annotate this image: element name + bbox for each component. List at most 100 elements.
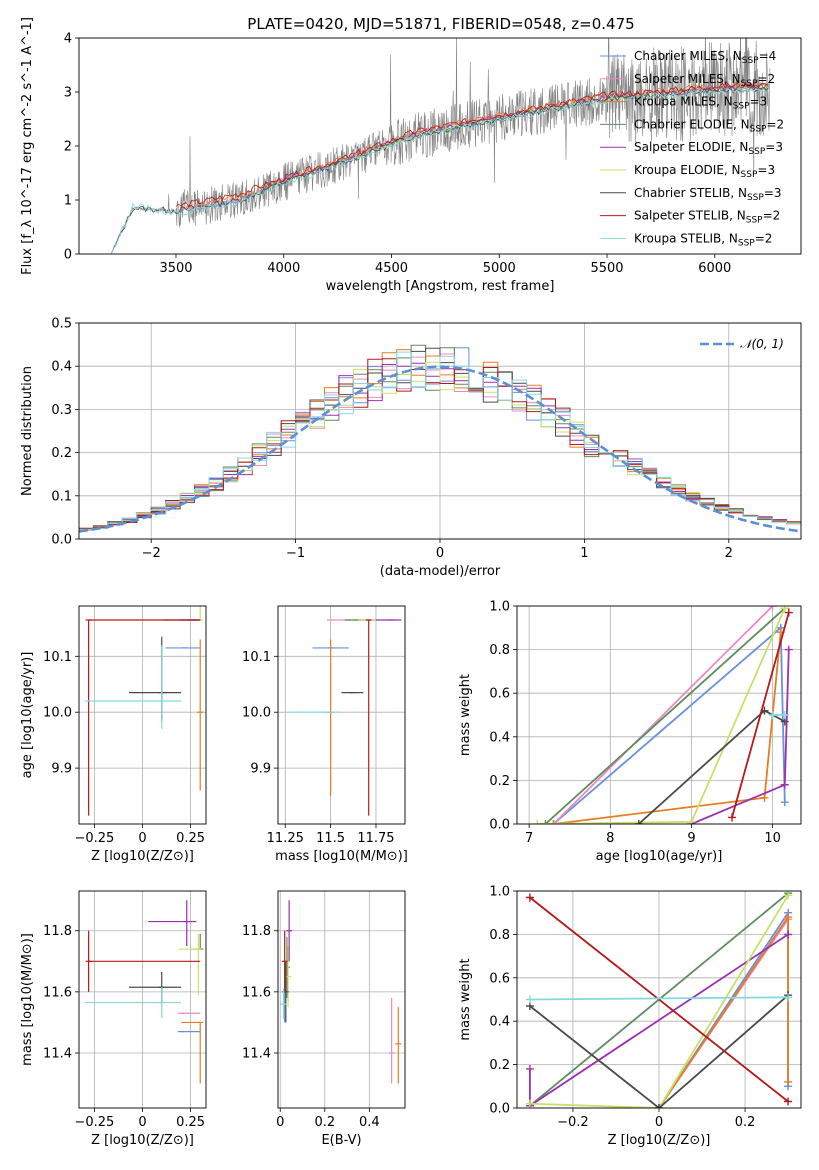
- tick-label-y: 0.4: [489, 1015, 510, 1030]
- legend-subscript: SSP: [738, 238, 755, 248]
- plot-area-age_vs_mass: [288, 619, 402, 816]
- tick-label-x: 3500: [159, 261, 192, 276]
- legend-value: =2: [766, 117, 784, 131]
- x-axis-label: Z [log10(Z/Z⊙)]: [91, 849, 194, 864]
- weight-marker: [525, 1099, 534, 1108]
- weight-marker: [525, 893, 534, 902]
- tick-label-y: 11.6: [242, 985, 271, 1000]
- tick-label-y: 10.1: [242, 650, 271, 665]
- plot-area-spectrum: [110, 38, 771, 254]
- axes-spectrum: 3500 4000 4500 5000 5500 6000 0 1 2 3 4 wavelength …: [20, 17, 802, 294]
- legend-subscript: SSP: [741, 79, 758, 89]
- legend-value: =3: [750, 95, 768, 109]
- plot-area-massweight_vs_Z: [525, 891, 793, 1108]
- tick-label-x: 5500: [590, 261, 623, 276]
- tick-label-y: 2: [64, 140, 72, 155]
- residual-histogram-7: [79, 347, 801, 531]
- tick-label-x: −2: [142, 546, 161, 561]
- y-axis-label: mass weight: [458, 958, 473, 1040]
- weight-series-8: [731, 612, 790, 818]
- tick-label-y: 0.4: [489, 730, 510, 745]
- weight-marker: [784, 645, 793, 654]
- legend-entry: Chabrier STELIB, NSSP=3: [634, 186, 782, 203]
- tick-label-y: 0.5: [51, 317, 72, 332]
- tick-label-y: 1.0: [489, 885, 510, 900]
- weight-marker: [533, 820, 542, 824]
- axes-massweight_vs_age: 7 8 9 10 0.0 0.2 0.4 0.6 0.8 1.0 age [log10(age/yr…: [458, 600, 802, 864]
- tick-label-y: 0.1: [51, 489, 72, 504]
- axes-mass_vs_Z: −0.25 0 0.25 11.4 11.6 11.8 Z [log10(Z/Z⊙)] mas…: [20, 890, 207, 1148]
- tick-label-x: −0.25: [74, 1115, 114, 1130]
- tick-label-y: 0.2: [489, 774, 510, 789]
- observed-spectrum: [111, 38, 771, 253]
- weight-series-4: [544, 607, 786, 824]
- tick-label-y: 10.0: [242, 706, 271, 721]
- residual-histogram-6: [79, 361, 801, 529]
- y-axis-label: Normed distribution: [20, 366, 35, 496]
- plot-area-residuals: [79, 344, 801, 533]
- weight-marker: [655, 1104, 663, 1108]
- tick-label-y: 0.8: [489, 643, 510, 658]
- tick-label-y: 11.4: [43, 1046, 72, 1061]
- legend-value: =3: [765, 140, 783, 154]
- weight-marker: [549, 820, 558, 824]
- tick-label-y: 10.1: [43, 650, 72, 665]
- axes-frame: [516, 890, 802, 1109]
- legend-value: =3: [757, 163, 775, 177]
- x-axis-label: wavelength [Angstrom, rest frame]: [326, 279, 555, 294]
- axes-frame: [277, 605, 406, 825]
- tick-label-x: 6000: [698, 261, 731, 276]
- axes-mass_vs_EBV: 0 0.2 0.4 11.4 11.6 11.8 E(B-V): [242, 890, 406, 1148]
- tick-label-x: 0: [655, 1115, 663, 1130]
- tick-label-y: 0.8: [489, 928, 510, 943]
- tick-label-x: 2: [725, 546, 733, 561]
- tick-label-x: 7: [525, 831, 533, 846]
- x-axis-label: Z [log10(Z/Z⊙)]: [91, 1133, 194, 1148]
- weight-marker: [784, 1077, 793, 1086]
- model-series-9: [110, 87, 770, 254]
- y-axis-label: mass weight: [458, 674, 473, 756]
- legend-entry: Salpeter ELODIE, NSSP=3: [634, 140, 783, 157]
- axes-residuals: −2 −1 0 1 2 0.0 0.1 0.2 0.3 0.4 0.5 (data-model)/er…: [20, 317, 802, 579]
- tick-label-x: 9: [687, 831, 695, 846]
- tick-label-x: −1: [286, 546, 305, 561]
- tick-label-y: 1.0: [489, 600, 510, 615]
- tick-label-y: 11.6: [43, 985, 72, 1000]
- axes-frame: [516, 605, 802, 825]
- model-series-7: [110, 86, 769, 254]
- weight-series-6: [529, 894, 789, 1108]
- weight-marker: [768, 606, 777, 610]
- model-series-8: [175, 81, 769, 208]
- weight-marker: [784, 913, 793, 922]
- legend-entry: Chabrier ELODIE, NSSP=2: [634, 117, 784, 134]
- plot-area-mass_vs_EBV: [280, 900, 402, 1084]
- tick-label-y: 1: [64, 194, 72, 209]
- tick-label-x: 0: [138, 1115, 146, 1130]
- tick-label-y: 9.9: [51, 762, 72, 777]
- legend-entry: Chabrier MILES, NSSP=4: [634, 49, 776, 66]
- weight-series-8: [529, 896, 789, 1103]
- tick-label-x: −0.25: [74, 831, 114, 846]
- legend-value: =2: [763, 209, 781, 223]
- legend-value: =2: [755, 231, 773, 245]
- y-axis-label: age [log10(age/yr)]: [20, 652, 35, 779]
- tick-label-x: 0.4: [359, 1115, 380, 1130]
- tick-label-x: −0.2: [557, 1115, 589, 1130]
- tick-label-x: 0.25: [176, 1115, 205, 1130]
- tick-label-y: 10.0: [43, 706, 72, 721]
- plot-area-massweight_vs_age: [533, 606, 793, 824]
- axes-age_vs_Z: −0.25 0 0.25 9.9 10.0 10.1 Z [log10(Z/Z⊙)] age …: [20, 605, 207, 864]
- weight-marker: [525, 995, 534, 1004]
- legend-entry: Kroupa ELODIE, NSSP=3: [634, 163, 775, 180]
- legend-entry: Salpeter MILES, NSSP=2: [634, 72, 775, 89]
- tick-label-y: 11.8: [242, 924, 271, 939]
- x-axis-label: (data-model)/error: [380, 564, 501, 579]
- tick-label-x: 4500: [375, 261, 408, 276]
- weight-marker: [760, 793, 769, 802]
- y-axis-label: mass [log10(M/M⊙)]: [20, 933, 35, 1066]
- tick-label-y: 0.2: [489, 1058, 510, 1073]
- plot-layer: 3500 4000 4500 5000 5500 6000 0 1 2 3 4 wavelength …: [20, 17, 802, 1148]
- weight-marker: [634, 820, 643, 824]
- legend-subscript: SSP: [742, 56, 759, 66]
- axes-frame: [78, 890, 207, 1109]
